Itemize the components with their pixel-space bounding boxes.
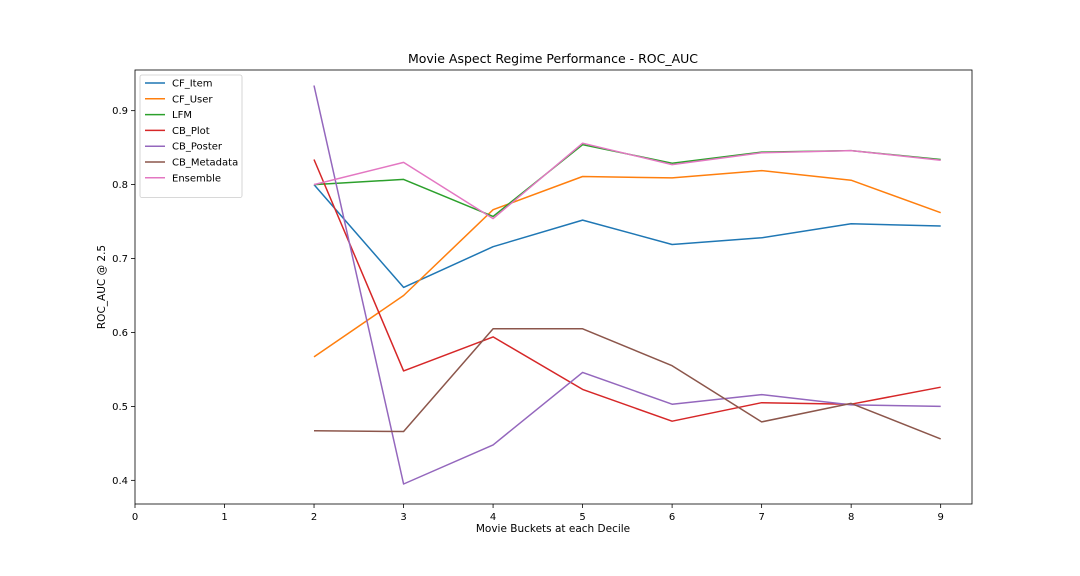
legend-label-cf-item: CF_Item — [172, 79, 213, 90]
x-tick-label: 8 — [848, 512, 854, 523]
x-tick-label: 0 — [132, 512, 138, 523]
legend-label-cb-metadata: CB_Metadata — [172, 158, 238, 169]
chart-title: Movie Aspect Regime Performance - ROC_AU… — [408, 51, 698, 66]
legend-label-cb-plot: CB_Plot — [172, 126, 210, 137]
axis-ticks: 0 1 2 3 4 5 6 7 8 9 0.4 0.5 0.6 0.7 0.8 0.9 — [112, 106, 944, 523]
y-tick-label: 0.8 — [112, 180, 128, 191]
series-line-cb-plot — [313, 159, 941, 422]
x-tick-label: 9 — [937, 512, 943, 523]
x-tick-label: 4 — [490, 512, 496, 523]
x-tick-label: 5 — [579, 512, 585, 523]
x-axis-label: Movie Buckets at each Decile — [476, 523, 630, 535]
plot-frame — [134, 69, 973, 505]
x-tick-label: 1 — [221, 512, 227, 523]
x-tick-label: 6 — [669, 512, 675, 523]
series-lines — [313, 85, 941, 485]
legend-label-lfm: LFM — [172, 110, 192, 121]
x-tick-label: 2 — [311, 512, 317, 523]
y-tick-label: 0.7 — [112, 254, 128, 265]
y-tick-label: 0.4 — [112, 476, 128, 487]
x-tick-label: 7 — [758, 512, 764, 523]
series-line-cb-poster — [313, 85, 941, 485]
legend-label-cf-user: CF_User — [172, 94, 213, 105]
series-line-ensemble — [313, 142, 941, 220]
x-tick-label: 3 — [400, 512, 406, 523]
legend-label-ensemble: Ensemble — [172, 173, 221, 184]
legend-box — [139, 74, 243, 198]
y-tick-label: 0.9 — [112, 106, 128, 117]
series-line-cf-user — [313, 169, 941, 358]
legend: CF_Item CF_User LFM CB_Plot CB_Poster CB_Meta… — [139, 74, 243, 198]
series-line-cb-metadata — [313, 328, 941, 440]
y-axis-label: ROC_AUC @ 2.5 — [96, 245, 108, 329]
y-tick-label: 0.5 — [112, 402, 128, 413]
y-tick-label: 0.6 — [112, 328, 128, 339]
legend-label-cb-poster: CB_Poster — [172, 142, 223, 153]
